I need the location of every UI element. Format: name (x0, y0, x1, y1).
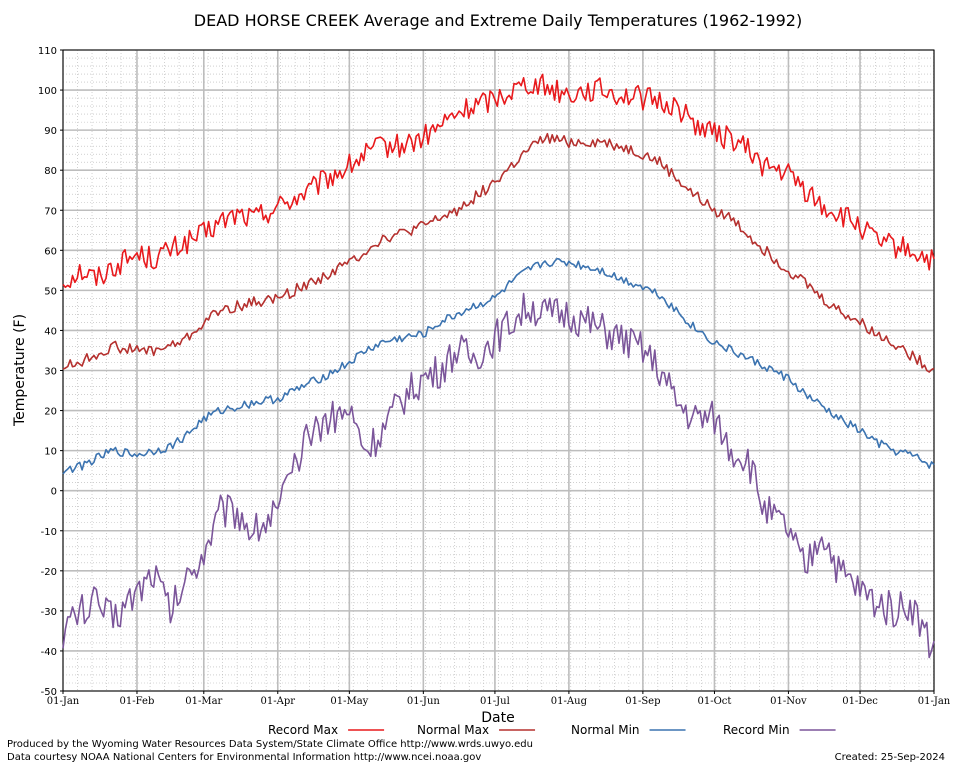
y-tick-label: -50 (41, 687, 57, 698)
y-tick-label: 110 (38, 46, 57, 57)
x-tick-label: 01-Dec (842, 696, 878, 707)
x-tick-label: 01-Oct (697, 696, 731, 707)
series-line-normal-max (62, 132, 935, 373)
chart-title: DEAD HORSE CREEK Average and Extreme Dai… (194, 11, 802, 30)
legend: Record Max Normal Max Normal Min Record Min (268, 723, 836, 737)
legend-label-normal-max: Normal Max (417, 723, 489, 737)
x-tick-label: 01-Aug (551, 696, 588, 707)
legend-label-normal-min: Normal Min (571, 723, 640, 737)
y-tick-label: 50 (44, 286, 57, 297)
x-tick-label: 01-Feb (120, 696, 155, 707)
y-tick-label: 90 (44, 126, 57, 137)
x-tick-label: 01-Jul (480, 696, 510, 707)
y-tick-label: -40 (41, 647, 57, 658)
y-tick-label: 70 (44, 206, 57, 217)
y-tick-label: 20 (44, 407, 57, 418)
x-tick-label: 01-Jan (918, 696, 951, 707)
created-date: Created: 25-Sep-2024 (834, 752, 945, 763)
y-tick-label: 30 (44, 367, 57, 378)
y-tick-label: -10 (41, 527, 57, 538)
y-axis-label: Temperature (F) (12, 314, 28, 427)
legend-label-record-min: Record Min (723, 723, 790, 737)
y-tick-label: 80 (44, 166, 57, 177)
y-tick-label: -20 (41, 567, 57, 578)
credit-produced-by: Produced by the Wyoming Water Resources … (7, 739, 533, 750)
y-tick-label: 100 (38, 86, 57, 97)
plot-area: 1101009080706050403020100-10-20-30-40-50… (38, 46, 951, 707)
series-line-record-max (62, 73, 935, 289)
x-tick-label: 01-Mar (185, 696, 222, 707)
y-tick-label: -30 (41, 607, 57, 618)
y-tick-label: 0 (51, 487, 57, 498)
credit-data-courtesy: Data courtesy NOAA National Centers for … (7, 752, 482, 763)
x-tick-label: 01-Sep (625, 696, 660, 707)
y-tick-label: 10 (44, 447, 57, 458)
x-tick-label: 01-Apr (261, 696, 296, 707)
series-line-normal-min (62, 257, 935, 475)
x-tick-label: 01-May (330, 696, 368, 707)
y-tick-label: 60 (44, 246, 57, 257)
legend-label-record-max: Record Max (268, 723, 338, 737)
series-line-record-min (62, 292, 935, 659)
x-tick-label: 01-Nov (770, 696, 807, 707)
x-tick-label: 01-Jun (407, 696, 441, 707)
x-tick-label: 01-Jan (47, 696, 80, 707)
y-tick-label: 40 (44, 326, 57, 337)
x-axis-label: Date (481, 710, 514, 726)
